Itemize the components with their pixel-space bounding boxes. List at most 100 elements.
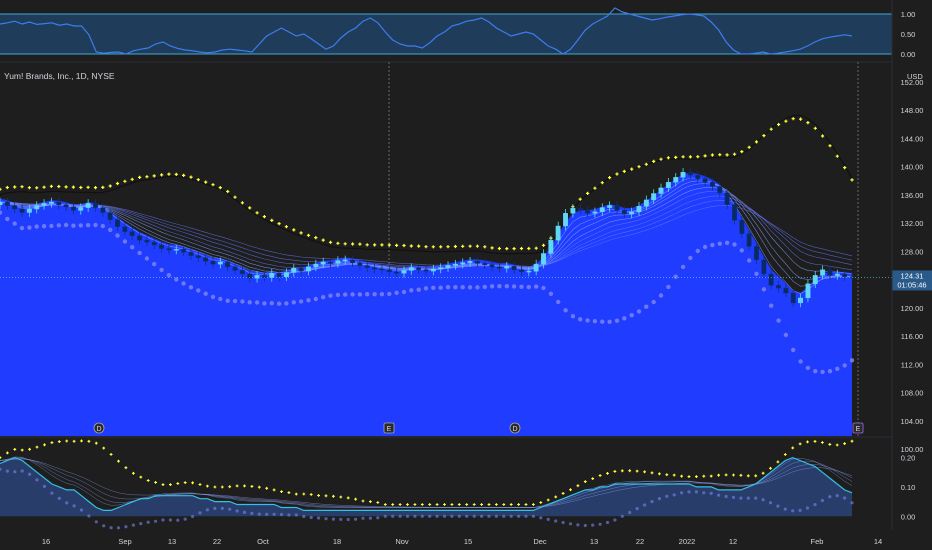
candle[interactable]	[438, 263, 444, 274]
candle[interactable]	[41, 199, 47, 210]
candle[interactable]	[100, 203, 106, 217]
candle[interactable]	[834, 269, 840, 280]
candle[interactable]	[335, 256, 341, 268]
candle[interactable]	[181, 245, 187, 257]
candle[interactable]	[673, 173, 679, 187]
candle[interactable]	[276, 269, 282, 282]
candle[interactable]	[475, 257, 480, 268]
candle[interactable]	[504, 261, 510, 273]
price-panel[interactable]: Yum! Brands, Inc., 1D, NYSE USD 152.00 14…	[0, 62, 932, 454]
candle[interactable]	[607, 201, 613, 212]
candle[interactable]	[173, 245, 179, 255]
candle[interactable]	[195, 251, 201, 262]
candle[interactable]	[210, 257, 216, 269]
candle[interactable]	[386, 265, 392, 277]
candle[interactable]	[680, 168, 686, 182]
candle[interactable]	[629, 207, 635, 219]
candle[interactable]	[783, 283, 789, 298]
candle[interactable]	[107, 208, 113, 224]
candle[interactable]	[452, 259, 458, 270]
dividend-marker[interactable]: D	[93, 422, 105, 434]
candle[interactable]	[482, 259, 488, 270]
candle[interactable]	[232, 262, 238, 275]
candle[interactable]	[497, 262, 502, 273]
candle[interactable]	[489, 260, 495, 272]
candle[interactable]	[548, 235, 554, 258]
candle[interactable]	[49, 197, 54, 208]
candle[interactable]	[166, 244, 172, 255]
candle[interactable]	[702, 174, 708, 187]
candle[interactable]	[768, 269, 774, 290]
candle[interactable]	[78, 203, 84, 215]
candle[interactable]	[328, 257, 333, 268]
candle[interactable]	[19, 204, 25, 217]
candle[interactable]	[790, 288, 796, 308]
candle[interactable]	[269, 269, 275, 282]
candle[interactable]	[746, 229, 752, 251]
candle[interactable]	[467, 257, 473, 267]
candle[interactable]	[151, 237, 157, 250]
candle[interactable]	[643, 195, 649, 211]
earnings-marker[interactable]: E	[852, 422, 864, 434]
time-axis[interactable]: 16 Sep 13 22 Oct 18 Nov 15 Dec 13 22 2022 12 Feb 14	[42, 537, 882, 546]
candle[interactable]	[247, 269, 253, 283]
candle[interactable]	[26, 204, 32, 217]
candle[interactable]	[115, 215, 121, 231]
candle[interactable]	[805, 279, 811, 303]
candle[interactable]	[357, 258, 363, 270]
candle[interactable]	[761, 255, 767, 279]
candle[interactable]	[70, 202, 76, 215]
candles[interactable]	[0, 168, 855, 308]
candle[interactable]	[621, 206, 627, 219]
candle[interactable]	[350, 255, 355, 267]
candle[interactable]	[665, 177, 671, 193]
candle[interactable]	[239, 266, 245, 279]
candle[interactable]	[159, 240, 165, 253]
candle[interactable]	[651, 189, 657, 205]
candle[interactable]	[137, 231, 143, 245]
candle[interactable]	[717, 182, 723, 198]
candle[interactable]	[732, 200, 737, 225]
candle[interactable]	[658, 183, 664, 198]
candle[interactable]	[416, 263, 422, 274]
candle[interactable]	[63, 200, 69, 212]
candle[interactable]	[225, 257, 231, 272]
candle[interactable]	[92, 199, 98, 212]
candle[interactable]	[372, 263, 377, 274]
candle[interactable]	[541, 249, 546, 269]
candle[interactable]	[298, 264, 304, 276]
candle[interactable]	[430, 264, 436, 276]
candle[interactable]	[827, 265, 833, 280]
candle[interactable]	[754, 242, 759, 265]
candle[interactable]	[313, 259, 319, 272]
candle[interactable]	[217, 257, 223, 269]
candle[interactable]	[724, 188, 730, 210]
candle[interactable]	[203, 253, 209, 266]
candle[interactable]	[511, 261, 517, 274]
candle[interactable]	[0, 197, 3, 210]
candle[interactable]	[812, 271, 818, 289]
candle[interactable]	[555, 221, 561, 245]
candle[interactable]	[85, 199, 91, 212]
candle[interactable]	[122, 222, 128, 236]
candle[interactable]	[519, 265, 524, 277]
candle[interactable]	[56, 197, 62, 210]
candle[interactable]	[695, 170, 701, 183]
candle[interactable]	[401, 266, 407, 278]
candle[interactable]	[34, 201, 40, 214]
bottom-oscillator-panel[interactable]: 0.20 0.10 0.00	[0, 439, 915, 530]
candle[interactable]	[408, 263, 414, 275]
earnings-marker[interactable]: E	[383, 422, 395, 434]
candle[interactable]	[394, 267, 400, 278]
candle[interactable]	[798, 293, 803, 308]
candle[interactable]	[129, 227, 135, 241]
candle[interactable]	[342, 255, 348, 265]
candle[interactable]	[460, 258, 466, 269]
candle[interactable]	[12, 201, 18, 214]
candle[interactable]	[533, 259, 539, 276]
candle[interactable]	[320, 257, 326, 269]
candle[interactable]	[739, 216, 745, 238]
candle[interactable]	[599, 203, 605, 217]
top-oscillator-panel[interactable]: 1.00 0.50 0.00	[0, 7, 915, 59]
